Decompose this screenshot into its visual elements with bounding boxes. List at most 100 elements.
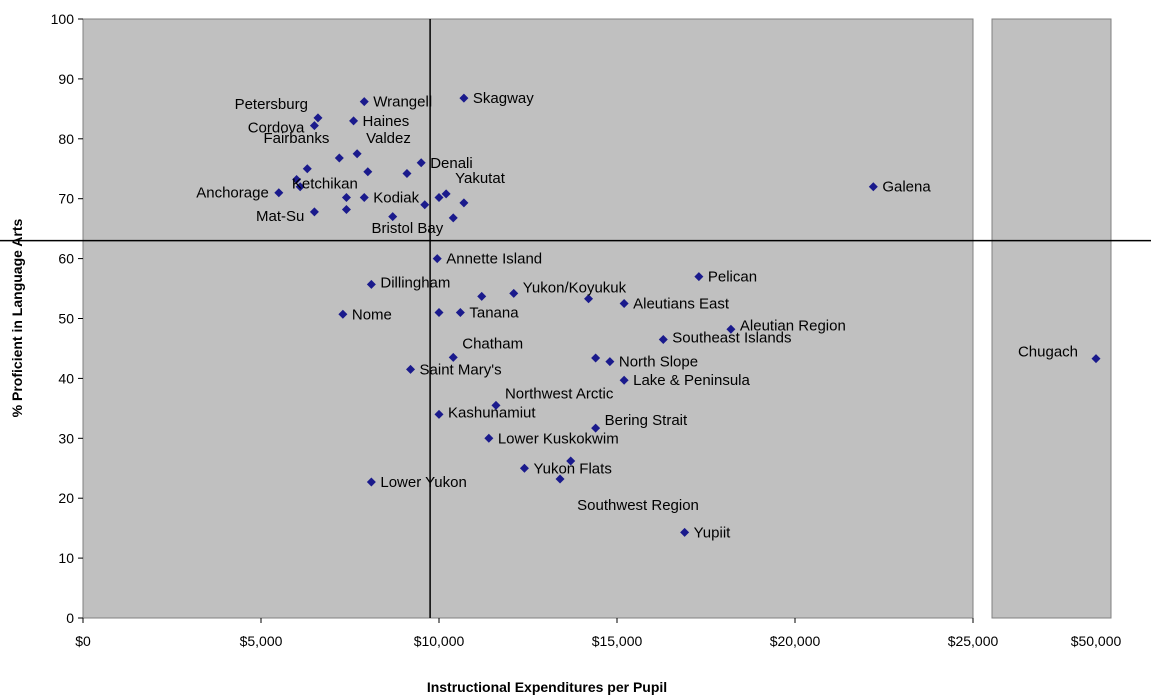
data-point bbox=[292, 175, 302, 185]
data-label: Ketchikan bbox=[292, 176, 358, 193]
data-labels: Petersburg Cordova Wrangell Haines Skagway Va… bbox=[196, 90, 1078, 541]
data-label: Petersburg bbox=[235, 96, 308, 113]
data-point bbox=[555, 474, 565, 484]
data-label: Yakutat bbox=[455, 170, 506, 187]
y-tick-label: 60 bbox=[58, 251, 74, 267]
data-point bbox=[455, 308, 465, 318]
data-point bbox=[406, 364, 416, 374]
data-point bbox=[680, 527, 690, 537]
data-label: Galena bbox=[882, 179, 931, 196]
data-label: Valdez bbox=[366, 130, 411, 147]
data-points bbox=[274, 93, 1101, 537]
data-point bbox=[459, 198, 469, 208]
data-point bbox=[432, 254, 442, 264]
data-point bbox=[519, 463, 529, 473]
data-label: Anchorage bbox=[196, 185, 269, 202]
y-tick-label: 50 bbox=[58, 311, 74, 327]
data-label: Mat-Su bbox=[256, 208, 304, 225]
data-point bbox=[334, 153, 344, 163]
y-tick-label: 90 bbox=[58, 71, 74, 87]
data-point bbox=[363, 167, 373, 177]
data-point bbox=[352, 149, 362, 159]
data-point bbox=[295, 182, 305, 192]
data-label: Southwest Region bbox=[577, 497, 699, 514]
data-point bbox=[584, 294, 594, 304]
data-label: North Slope bbox=[619, 354, 698, 371]
data-point bbox=[491, 400, 501, 410]
data-label: Pelican bbox=[708, 269, 757, 286]
data-label: Wrangell bbox=[373, 94, 432, 111]
x-tick-label: $0 bbox=[75, 633, 91, 649]
data-point bbox=[694, 272, 704, 282]
y-tick-label: 0 bbox=[66, 610, 74, 626]
data-point bbox=[566, 456, 576, 466]
data-point bbox=[591, 353, 601, 363]
reference-lines bbox=[0, 19, 1151, 618]
data-label: Chatham bbox=[462, 335, 523, 352]
data-point bbox=[477, 291, 487, 301]
data-label: Northwest Arctic bbox=[505, 385, 614, 402]
data-point bbox=[341, 193, 351, 203]
data-label: Tanana bbox=[469, 305, 519, 322]
data-point bbox=[366, 477, 376, 487]
y-axis-title: % Proficient in Language Arts bbox=[9, 218, 25, 417]
data-label: Yukon/Koyukuk bbox=[523, 279, 627, 296]
y-tick-label: 100 bbox=[51, 11, 75, 27]
data-label: Lower Kuskokwim bbox=[498, 430, 619, 447]
data-label: Kashunamiut bbox=[448, 404, 536, 421]
data-point bbox=[302, 164, 312, 174]
data-point bbox=[434, 308, 444, 318]
data-label: Skagway bbox=[473, 90, 534, 107]
data-point bbox=[868, 182, 878, 192]
data-label: Nome bbox=[352, 306, 392, 323]
data-label: Chugach bbox=[1018, 344, 1078, 361]
x-tick-label: $25,000 bbox=[948, 633, 999, 649]
data-label: Denali bbox=[430, 155, 473, 172]
data-label: Saint Mary's bbox=[420, 361, 502, 378]
data-point bbox=[658, 334, 668, 344]
data-point bbox=[619, 299, 629, 309]
data-point bbox=[591, 423, 601, 433]
x-axis-ticks: $0 $5,000 $10,000 $15,000 $20,000 $25,000 $50,… bbox=[75, 618, 1122, 649]
data-point bbox=[619, 375, 629, 385]
data-label: Lake & Peninsula bbox=[633, 372, 750, 389]
data-point bbox=[359, 193, 369, 203]
y-tick-label: 10 bbox=[58, 550, 74, 566]
data-label: Southeast Islands bbox=[672, 329, 791, 346]
data-point bbox=[309, 121, 319, 131]
data-point bbox=[341, 204, 351, 214]
data-point bbox=[274, 188, 284, 198]
x-axis-title: Instructional Expenditures per Pupil bbox=[427, 679, 667, 695]
data-point bbox=[402, 169, 412, 179]
data-label: Aleutian Region bbox=[740, 317, 846, 334]
main-plot-area bbox=[82, 18, 974, 619]
data-point bbox=[448, 213, 458, 223]
y-tick-label: 40 bbox=[58, 370, 74, 386]
data-point bbox=[441, 189, 451, 199]
data-label: Fairbanks bbox=[263, 130, 329, 147]
data-point bbox=[349, 116, 359, 126]
y-axis-ticks: 0 10 20 30 40 50 60 70 80 90 100 bbox=[51, 11, 83, 626]
data-label: Haines bbox=[363, 113, 410, 130]
data-label: Yukon Flats bbox=[533, 460, 611, 477]
data-point bbox=[309, 207, 319, 217]
x-tick-label: $10,000 bbox=[414, 633, 465, 649]
data-point bbox=[420, 200, 430, 210]
data-point bbox=[726, 324, 736, 334]
y-tick-label: 70 bbox=[58, 191, 74, 207]
data-label: Yupiit bbox=[694, 524, 732, 541]
x-tick-label: $5,000 bbox=[240, 633, 283, 649]
data-point bbox=[448, 352, 458, 362]
data-label: Aleutians East bbox=[633, 296, 730, 313]
data-point bbox=[313, 113, 323, 123]
data-point bbox=[359, 97, 369, 107]
y-tick-label: 80 bbox=[58, 131, 74, 147]
x-tick-label: $15,000 bbox=[592, 633, 643, 649]
data-point bbox=[1091, 354, 1101, 364]
data-point bbox=[605, 357, 615, 367]
y-tick-label: 30 bbox=[58, 430, 74, 446]
data-point bbox=[366, 279, 376, 289]
data-point bbox=[459, 93, 469, 103]
y-tick-label: 20 bbox=[58, 490, 74, 506]
